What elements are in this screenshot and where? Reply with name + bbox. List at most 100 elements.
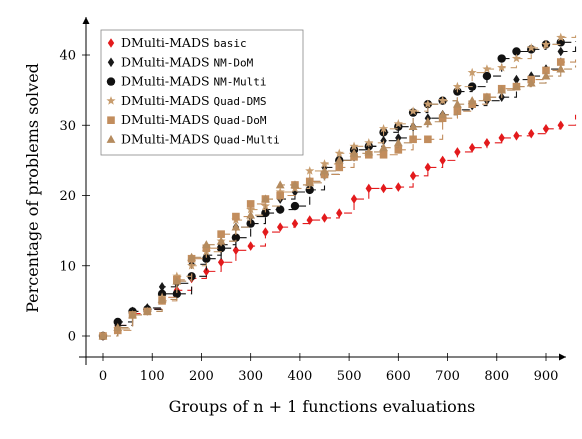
data-point: [262, 227, 269, 237]
data-point: [261, 208, 270, 218]
data-point: [482, 71, 492, 81]
data-point: [142, 306, 152, 315]
data-point: [276, 205, 285, 214]
data-point: [232, 212, 240, 221]
legend-marker: [107, 57, 115, 68]
data-point: [319, 159, 330, 168]
data-point: [556, 58, 565, 66]
legend-marker: [106, 96, 116, 105]
data-point: [497, 54, 506, 63]
data-point: [526, 43, 536, 52]
data-point: [468, 142, 476, 153]
data-point: [380, 183, 387, 194]
data-point: [157, 294, 167, 303]
y-tick-label: 30: [59, 119, 76, 134]
x-tick-label: 900: [534, 369, 559, 384]
axes: [79, 17, 566, 365]
legend-label: DMulti-MADS Quad-DoM: [121, 112, 267, 127]
data-point: [128, 310, 137, 319]
data-point: [217, 257, 225, 268]
legend-marker: [106, 134, 116, 143]
x-tick-label: 700: [435, 369, 460, 384]
data-point: [439, 155, 446, 166]
data-point: [113, 322, 123, 331]
data-point: [483, 138, 491, 148]
data-point: [336, 208, 343, 218]
data-point: [482, 64, 492, 73]
data-point: [305, 166, 315, 175]
data-point: [275, 180, 285, 189]
legend-marker: [107, 38, 115, 48]
data-point: [305, 178, 315, 187]
legend-item-quad-dom: DMulti-MADS Quad-DoM: [107, 112, 267, 127]
data-point: [365, 183, 372, 194]
legend-box: [100, 29, 304, 156]
data-point: [364, 147, 374, 156]
data-point: [467, 67, 477, 77]
legend-item-nm-dom: DMulti-MADS NM-DoM: [107, 54, 254, 69]
data-point: [291, 218, 299, 229]
legend-item-basic: DMulti-MADS basic: [107, 35, 247, 50]
data-point: [349, 141, 359, 151]
legend-item-quad-multi: DMulti-MADS Quad-Multi: [106, 132, 280, 147]
data-point: [350, 194, 358, 204]
data-point: [452, 81, 462, 91]
y-axis-arrow: [82, 17, 90, 24]
ticks: 0 100 200 300 400 500 600 700 800 900 0 10 20 30 40: [59, 49, 558, 385]
data-point: [232, 245, 240, 256]
data-point: [409, 135, 417, 144]
y-tick-label: 40: [59, 49, 76, 64]
data-point: [453, 99, 462, 108]
data-point: [557, 120, 564, 131]
data-point: [395, 182, 402, 192]
data-point: [528, 128, 535, 139]
data-point: [172, 276, 182, 285]
data-point: [334, 155, 344, 164]
legend-label: DMulti-MADS NM-DoM: [121, 54, 254, 69]
legend-item-nm-multi: DMulti-MADS NM-Multi: [106, 74, 266, 89]
data-point: [305, 185, 314, 195]
data-point: [247, 241, 254, 251]
data-point: [438, 110, 448, 119]
series-quad-multi: [98, 64, 577, 340]
data-point: [158, 282, 166, 292]
data-point: [497, 85, 507, 94]
x-tick-label: 400: [287, 369, 312, 384]
data-point: [424, 162, 432, 173]
y-tick-label: 20: [59, 189, 76, 204]
x-tick-label: 200: [189, 369, 214, 384]
data-point: [542, 66, 550, 75]
y-tick-label: 0: [68, 330, 76, 345]
data-point: [202, 254, 211, 263]
data-point: [423, 117, 433, 126]
plot-area: [98, 32, 577, 341]
data-point: [261, 194, 270, 203]
data-point: [217, 230, 225, 238]
data-point: [512, 82, 521, 91]
data-point: [275, 187, 285, 196]
data-point: [172, 271, 182, 281]
data-point: [541, 39, 551, 49]
y-axis-label: Percentage of problems solved: [23, 63, 42, 313]
series-line: [103, 44, 577, 337]
data-point: [408, 106, 418, 116]
data-point: [454, 147, 461, 157]
data-point: [394, 146, 403, 154]
data-point: [246, 200, 255, 208]
data-point: [113, 317, 122, 327]
legend-label: DMulti-MADS basic: [121, 35, 247, 50]
legend-item-quad-dms: DMulti-MADS Quad-DMS: [106, 93, 266, 108]
data-point: [511, 53, 522, 63]
data-point: [320, 166, 329, 175]
data-point: [423, 99, 433, 109]
data-point: [216, 243, 226, 253]
data-point: [513, 130, 520, 141]
legend-label: DMulti-MADS Quad-DMS: [121, 93, 266, 108]
data-point: [393, 119, 403, 128]
data-point: [231, 222, 241, 231]
data-point: [409, 171, 417, 181]
data-point: [216, 236, 226, 245]
data-point: [556, 32, 566, 42]
x-tick-label: 0: [99, 369, 107, 384]
data-point: [379, 143, 388, 152]
